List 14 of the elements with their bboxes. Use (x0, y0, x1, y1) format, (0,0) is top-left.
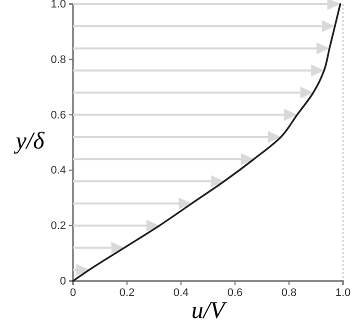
y-tick-label: 0.2 (50, 220, 66, 232)
y-tick-label: 0.4 (50, 164, 66, 177)
x-tick-label: 0.4 (173, 286, 189, 299)
y-tick-label: 0.8 (50, 54, 66, 66)
x-axis-title: u/V (191, 298, 228, 324)
x-tick-label: 0.2 (119, 286, 135, 299)
x-tick-label: 1.0 (335, 286, 351, 299)
y-tick-label: 1.0 (50, 0, 66, 11)
y-tick-label: 0.6 (50, 109, 66, 122)
x-tick-label: 0.6 (227, 286, 243, 299)
x-tick-label: 0.8 (281, 286, 297, 299)
y-axis-title: y/δ (14, 128, 46, 154)
x-tick-label: 0 (70, 286, 76, 299)
y-tick-label: 0 (60, 276, 66, 288)
